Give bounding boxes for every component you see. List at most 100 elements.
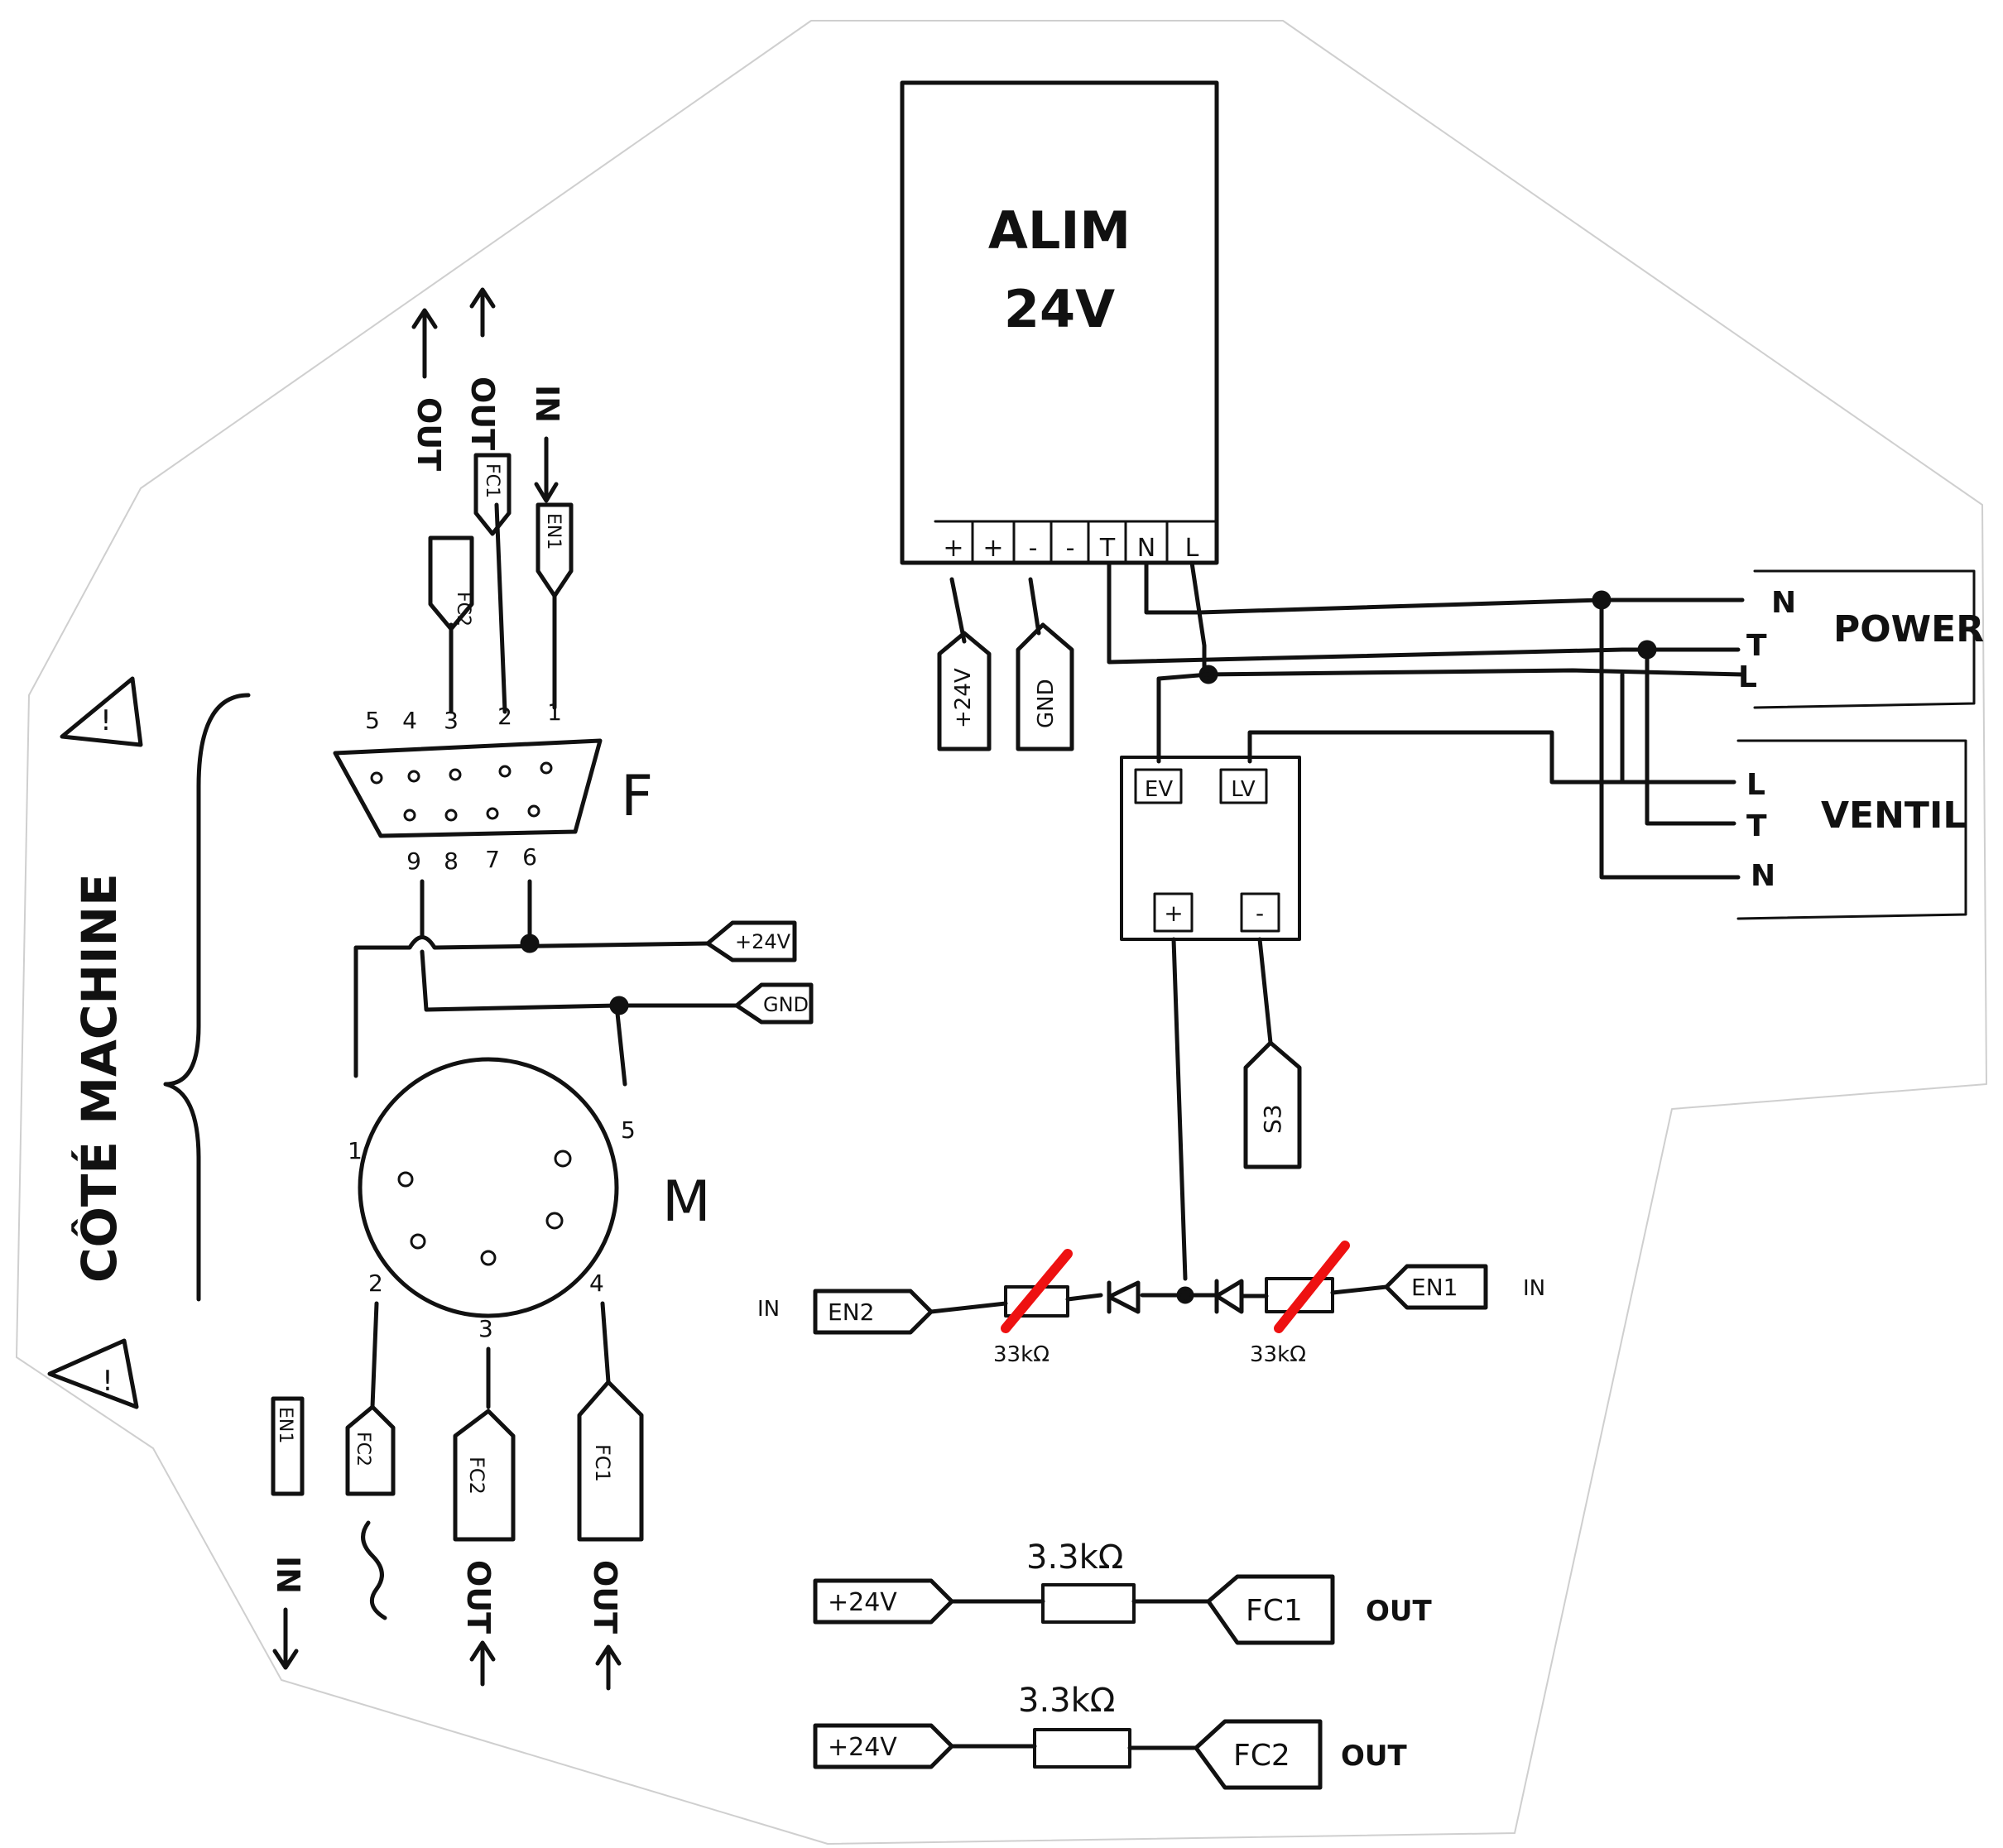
- wire: [494, 502, 507, 714]
- alim-voltage: 24V: [1004, 279, 1115, 339]
- tag-fc1: [473, 453, 512, 536]
- tag-fc2-m-text: FC2: [353, 1432, 373, 1466]
- f-top-pin: 5: [365, 707, 380, 734]
- tag-plus24-text: +24V: [951, 668, 976, 728]
- r1-value: 33kΩ: [993, 1342, 1050, 1367]
- warning-triangle-icon: [47, 1338, 139, 1409]
- m-pin-label: 3: [478, 1315, 493, 1342]
- arrow-up-icon: [469, 287, 496, 309]
- connector-f-label: F: [621, 764, 653, 829]
- tag-fc2: [428, 535, 474, 631]
- tag-gnd-text: GND: [1034, 679, 1059, 728]
- power-label: POWER: [1833, 608, 1984, 650]
- resistor-p2: [1033, 1728, 1131, 1769]
- m-body: [358, 1057, 619, 1318]
- tag-en1-m-text: EN1: [275, 1407, 295, 1443]
- wire: [1028, 577, 1041, 636]
- alim-box: [900, 80, 1219, 565]
- relay-ev: EV: [1145, 777, 1173, 802]
- alim-terminal-label: L: [1185, 534, 1199, 563]
- p1-to: FC1: [1246, 1594, 1303, 1628]
- tag-fc1-text: FC1: [482, 463, 502, 498]
- chain-left-side: IN: [757, 1297, 780, 1322]
- p2-value: 3.3kΩ: [1018, 1682, 1115, 1720]
- tag-plus24-f: [705, 920, 797, 962]
- ventil-pin: L: [1746, 768, 1765, 802]
- tag-en1-text: EN1: [543, 513, 564, 550]
- m-dir-label: IN: [270, 1556, 306, 1594]
- connector-m: M 1 5 2 3 4 EN1 FC2 FC2 FC1 IN OUT OUT: [270, 1057, 711, 1691]
- alim-terminal-label: T: [1099, 534, 1116, 563]
- strike-mark: [1001, 1249, 1073, 1333]
- f-dir-label: IN: [529, 385, 565, 423]
- tag-plus24-f-text: +24V: [735, 930, 791, 953]
- arrow-up-icon: [411, 308, 438, 329]
- f-bottom-pin: 6: [522, 843, 537, 871]
- wire: [1065, 1293, 1103, 1302]
- wire-to-relay-lv: [1247, 730, 1625, 785]
- side-label: ! ! CÔTÉ MACHINE: [47, 676, 251, 1409]
- tag-fc2-m2-text: FC2: [465, 1457, 488, 1495]
- paper-edge: [16, 20, 1987, 1845]
- alim-terminal-label: +: [982, 534, 1003, 563]
- junction: [520, 934, 540, 953]
- squiggle: [361, 1520, 387, 1620]
- side-label-text: CÔTÉ MACHINE: [70, 873, 127, 1283]
- alim-block: ALIM 24V + + - - T N L +24V GND: [900, 80, 1219, 751]
- tag-en1: [536, 502, 574, 598]
- arrow-down-icon: [272, 1649, 299, 1670]
- resistor-p1: [1041, 1583, 1136, 1624]
- tag-fc2-m2: [453, 1409, 516, 1542]
- m-pin-label: 5: [621, 1116, 636, 1144]
- tag-plus24: [937, 631, 992, 751]
- ventil-pin: T: [1746, 809, 1767, 843]
- relay-wire-minus: [1257, 937, 1273, 1045]
- r2-value: 33kΩ: [1250, 1342, 1306, 1367]
- db9-pin: [540, 761, 553, 775]
- tag-s3: [1243, 1040, 1302, 1169]
- db9-pin: [498, 765, 512, 778]
- m-dir-label: OUT: [587, 1560, 623, 1634]
- strike-mark: [1274, 1241, 1350, 1333]
- wire-ventil-l: [1620, 672, 1736, 785]
- chain-right-side: IN: [1523, 1276, 1545, 1301]
- diode-icon: [1107, 1280, 1141, 1314]
- tag-en2: [813, 1289, 934, 1335]
- m-pin: [410, 1233, 426, 1250]
- mains-wiring: N T L POWER L T N VENTIL: [1107, 560, 1984, 920]
- wire-ventil-n: [1599, 598, 1741, 880]
- m-pin: [554, 1150, 572, 1168]
- tag-gnd-f-text: GND: [763, 993, 809, 1016]
- db9-pin: [527, 804, 540, 818]
- m-pin-label: 4: [589, 1270, 604, 1297]
- db9-pin: [403, 809, 416, 822]
- p1-value: 3.3kΩ: [1026, 1538, 1123, 1577]
- relay-terminal: [1219, 768, 1268, 804]
- relay-box: [1120, 756, 1301, 941]
- tag-plus24-p2: [813, 1723, 954, 1769]
- relay-wire-plus: [1171, 937, 1188, 1281]
- tag-fc1-m: [577, 1380, 644, 1542]
- alim-title: ALIM: [988, 200, 1131, 261]
- wire: [600, 1301, 611, 1385]
- pullup-row-2: +24V 3.3kΩ FC2 OUT: [813, 1682, 1408, 1790]
- wire: [1330, 1284, 1389, 1295]
- connector-m-label: M: [662, 1169, 711, 1235]
- p1-dir: OUT: [1366, 1595, 1433, 1628]
- tag-en1-chain: [1384, 1264, 1488, 1310]
- f-top-pin: 1: [547, 698, 562, 726]
- tag-en1-chain-text: EN1: [1411, 1274, 1458, 1301]
- warning-triangle-mark: !: [102, 1365, 113, 1398]
- alim-terminal-label: N: [1137, 534, 1155, 563]
- tag-fc1-p1: [1206, 1574, 1335, 1645]
- arrow-up-icon: [469, 1640, 496, 1662]
- warning-triangle-mark: !: [100, 704, 112, 737]
- junction: [1176, 1286, 1194, 1304]
- side-brace: [163, 693, 251, 1302]
- db9-shell: [333, 738, 603, 838]
- power-pin: N: [1771, 586, 1796, 620]
- db9-pin: [449, 768, 462, 781]
- f-top-pin: 2: [497, 703, 512, 730]
- f-bottom-pin: 9: [406, 847, 421, 875]
